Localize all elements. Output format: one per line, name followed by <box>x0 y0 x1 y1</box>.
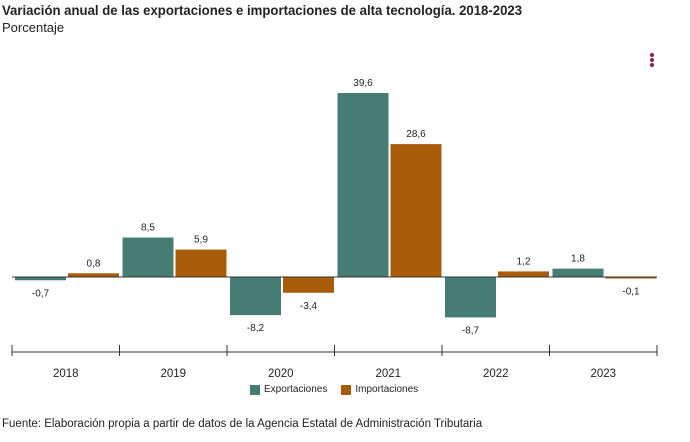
bar-importaciones-2021 <box>390 144 442 277</box>
data-label: -0,1 <box>622 287 640 298</box>
x-tick-label-2022: 2022 <box>483 368 509 380</box>
data-label: 5,9 <box>194 235 208 246</box>
x-tick-label-2021: 2021 <box>375 368 401 380</box>
data-label: -0,7 <box>32 288 50 299</box>
bar-exportaciones-2021 <box>337 93 389 277</box>
data-label: 1,8 <box>571 254 585 265</box>
legend-swatch-importaciones <box>341 384 352 395</box>
data-label: -3,4 <box>300 301 318 312</box>
data-label: 39,6 <box>353 78 373 89</box>
bar-importaciones-2022 <box>498 271 549 277</box>
data-label: -8,2 <box>247 323 265 334</box>
x-tick-label-2020: 2020 <box>268 368 294 380</box>
chart-title: Variación anual de las exportaciones e i… <box>2 2 523 18</box>
data-label: 28,6 <box>406 129 426 140</box>
legend: Exportaciones Importaciones <box>250 384 418 395</box>
x-tick-label-2019: 2019 <box>160 368 186 380</box>
bar-importaciones-2018 <box>68 273 119 277</box>
data-label: 0,8 <box>87 258 101 269</box>
data-label: 8,5 <box>141 223 155 234</box>
legend-swatch-exportaciones <box>250 384 260 395</box>
x-tick-label-2023: 2023 <box>590 368 616 380</box>
bar-exportaciones-2019 <box>122 237 174 277</box>
kebab-menu-icon[interactable] <box>650 53 656 68</box>
legend-label-importaciones[interactable]: Importaciones <box>355 384 419 395</box>
legend-label-exportaciones[interactable]: Exportaciones <box>264 384 328 395</box>
chart-subtitle: Porcentaje <box>2 20 65 35</box>
bar-importaciones-2019 <box>175 249 227 277</box>
bar-exportaciones-2023 <box>552 268 604 277</box>
bar-exportaciones-2022 <box>445 277 496 318</box>
x-tick-label-2018: 2018 <box>53 368 79 380</box>
source-note: Fuente: Elaboración propia a partir de d… <box>2 418 483 430</box>
bar-importaciones-2023 <box>605 277 657 279</box>
data-label: -8,7 <box>462 325 480 336</box>
bar-importaciones-2020 <box>283 277 334 293</box>
bar-exportaciones-2018 <box>15 277 66 281</box>
bar-exportaciones-2020 <box>230 277 281 316</box>
data-label: 1,2 <box>517 256 531 267</box>
